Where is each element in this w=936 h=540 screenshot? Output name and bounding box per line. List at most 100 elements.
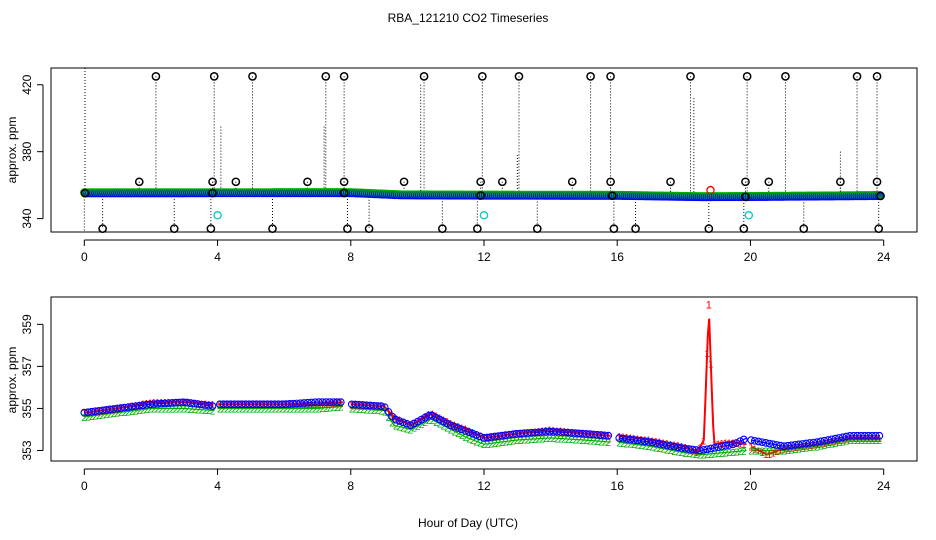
series-3-point bbox=[355, 400, 363, 409]
series-2-label: 2 bbox=[664, 445, 670, 456]
series-2-label: 2 bbox=[144, 405, 150, 416]
x-tick-label: 4 bbox=[214, 250, 221, 264]
series-3-point bbox=[186, 399, 195, 407]
series-3-point bbox=[102, 406, 111, 414]
series-3-point bbox=[490, 432, 499, 441]
series-3-point bbox=[322, 398, 330, 406]
series-3-point bbox=[278, 400, 287, 409]
series-2-label: 2 bbox=[85, 412, 91, 423]
series-3-point bbox=[87, 407, 96, 416]
series-3-point bbox=[384, 407, 393, 416]
series-2-label: 2 bbox=[598, 437, 604, 448]
series-2-label: 2 bbox=[257, 404, 263, 415]
series-3-point bbox=[479, 433, 488, 442]
series-2-label: 2 bbox=[778, 446, 784, 457]
series-3-point bbox=[626, 435, 635, 444]
x-tick-label: 8 bbox=[347, 250, 354, 264]
series-2-label: 2 bbox=[107, 410, 113, 421]
series-2-label: 2 bbox=[140, 405, 146, 416]
series-2-label: 2 bbox=[224, 404, 230, 415]
spike-low-point bbox=[98, 224, 107, 234]
series-3-point bbox=[648, 438, 657, 447]
series-2-label: 2 bbox=[715, 449, 721, 460]
series-1-label: 1 bbox=[485, 433, 491, 444]
series-2-label: 2 bbox=[488, 439, 494, 450]
spike-low-point bbox=[739, 224, 749, 234]
series-3-point bbox=[633, 436, 642, 445]
series-3-point bbox=[695, 446, 704, 455]
series-3-point bbox=[776, 441, 785, 450]
series-1-label: 1 bbox=[734, 439, 740, 450]
series-3-point bbox=[358, 401, 367, 409]
series-3-point bbox=[245, 400, 254, 409]
series-2-label: 2 bbox=[800, 444, 806, 455]
series-2-label: 2 bbox=[723, 448, 729, 459]
series-3-point bbox=[703, 445, 712, 454]
series-2-label: 2 bbox=[627, 440, 633, 451]
series-3-point bbox=[549, 427, 558, 436]
series-3-point bbox=[417, 415, 426, 424]
y-tick-label: 359 bbox=[20, 314, 34, 334]
series-3-point bbox=[622, 435, 631, 443]
series-2-label: 2 bbox=[855, 436, 861, 447]
series-2-label: 2 bbox=[177, 404, 183, 415]
series-2-label: 2 bbox=[305, 404, 311, 415]
series-3-point bbox=[296, 399, 305, 408]
series-3-point bbox=[706, 444, 715, 453]
series-2-label: 2 bbox=[294, 404, 300, 415]
series-3-point bbox=[520, 429, 528, 438]
series-3-point bbox=[142, 400, 151, 409]
series-2-label: 2 bbox=[602, 438, 608, 449]
series-3-point bbox=[827, 435, 836, 444]
series-3-point bbox=[780, 442, 788, 451]
series-2-label: 2 bbox=[261, 404, 267, 415]
series-3-point bbox=[117, 404, 125, 412]
x-tick-label: 12 bbox=[477, 479, 491, 493]
series-2-label: 2 bbox=[635, 441, 641, 452]
series-2-label: 2 bbox=[437, 420, 443, 431]
series-3-point bbox=[446, 421, 455, 430]
series-3-point bbox=[172, 398, 180, 407]
series-3-point bbox=[289, 399, 297, 408]
series-2-label: 2 bbox=[847, 436, 853, 447]
series-1-label: 1 bbox=[455, 422, 461, 433]
series-1-label: 1 bbox=[690, 446, 696, 457]
series-2-label: 2 bbox=[155, 404, 161, 415]
series-2-label: 2 bbox=[510, 437, 516, 448]
series-2-label: 2 bbox=[591, 437, 597, 448]
series-3-point bbox=[366, 401, 374, 410]
series-1-label: 1 bbox=[415, 417, 421, 428]
series-2-label: 2 bbox=[693, 450, 699, 461]
series-1-label: 1 bbox=[492, 433, 498, 444]
series-2-label: 2 bbox=[364, 405, 370, 416]
series-2-label: 2 bbox=[701, 450, 707, 461]
series-2-label: 2 bbox=[444, 424, 450, 435]
series-2-label: 2 bbox=[624, 439, 630, 450]
series-3-point bbox=[582, 430, 591, 438]
series-2-label: 2 bbox=[682, 449, 688, 460]
series-2-label: 2 bbox=[521, 436, 527, 447]
series-3-point bbox=[483, 433, 492, 442]
series-1-label: 1 bbox=[774, 447, 780, 458]
series-2-label: 2 bbox=[250, 404, 256, 415]
cyan-point bbox=[744, 211, 754, 220]
series-3-point bbox=[670, 442, 679, 451]
series-3-point bbox=[325, 398, 334, 406]
series-3-point bbox=[787, 441, 796, 450]
spike-high-point bbox=[686, 72, 695, 81]
series-3-point bbox=[281, 400, 290, 408]
y-tick-label: 420 bbox=[20, 74, 34, 94]
spike-mid-point bbox=[606, 177, 615, 187]
series-2-label: 2 bbox=[807, 443, 813, 454]
series-2-label: 2 bbox=[430, 416, 436, 427]
spike-high-point bbox=[514, 72, 524, 81]
series-3-point bbox=[234, 400, 243, 409]
series-3-point bbox=[571, 429, 580, 437]
series-1-label: 1 bbox=[437, 413, 443, 424]
series-1-label: 1 bbox=[701, 437, 707, 448]
series-3-point bbox=[476, 432, 484, 441]
series-2-label: 2 bbox=[375, 406, 381, 417]
spike-mid-point bbox=[567, 177, 577, 187]
series-2-label: 2 bbox=[767, 446, 773, 457]
